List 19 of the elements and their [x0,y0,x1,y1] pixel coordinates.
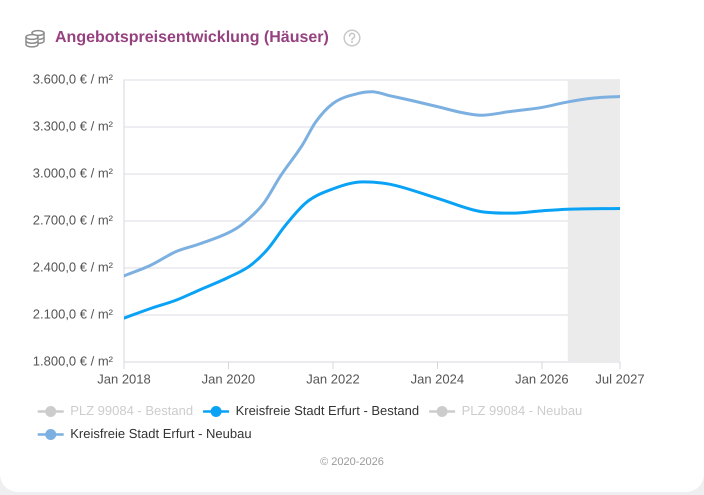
y-tick-label: 3.600,0 € / m² [32,72,114,87]
line-series [124,90,620,278]
x-tick-label: Jan 2024 [410,371,464,386]
legend-label: Kreisfreie Stadt Erfurt - Neubau [70,426,252,442]
x-tick-label: Jan 2020 [202,371,256,386]
x-tick-label: Jul 2027 [595,371,645,386]
chart-title: Angebotspreisentwicklung (Häuser) [55,29,329,47]
x-tick-label: Jan 2026 [515,371,569,386]
y-tick-label: 2.100,0 € / m² [32,306,114,322]
y-tick-label: 1.800,0 € / m² [32,354,114,369]
legend-label: Kreisfreie Stadt Erfurt - Bestand [236,403,420,418]
y-tick-label: 2.700,0 € / m² [32,212,114,228]
y-tick-label: 3.000,0 € / m² [32,166,114,181]
text: © 2020-2026 [319,456,385,468]
y-tick-label: 3.300,0 € / m² [32,118,114,134]
x-tick-label: Jan 2022 [306,371,360,386]
x-tick-label: Jan 2018 [97,371,151,386]
y-tick-label: 2.400,0 € / m² [32,260,114,275]
line-series [124,180,620,320]
